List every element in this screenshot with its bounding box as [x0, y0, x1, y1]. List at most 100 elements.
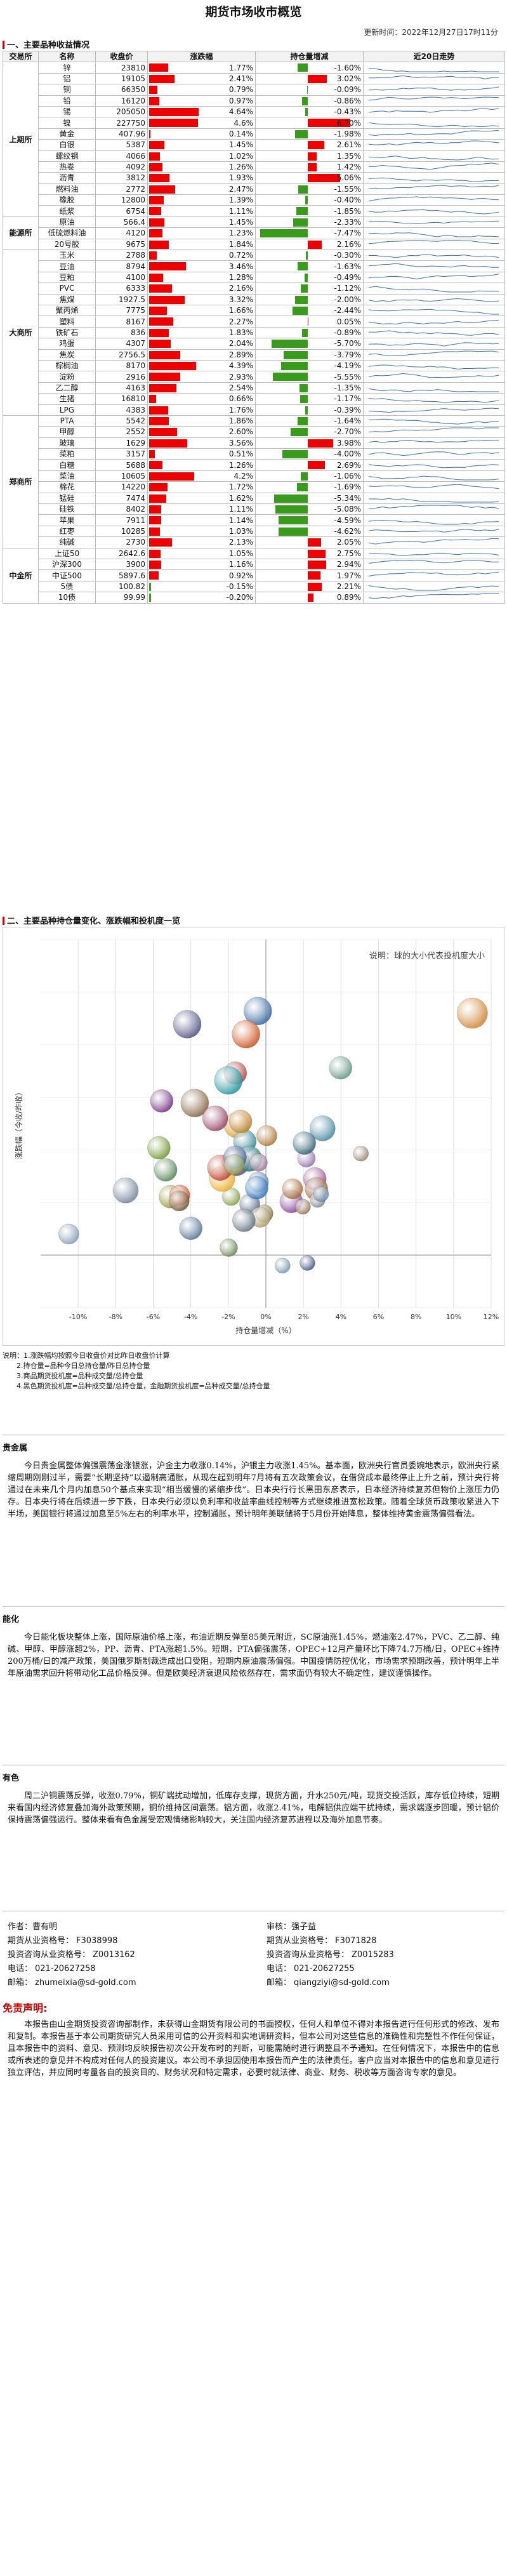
- energy-text: 今日能化板块整体上涨，国际原油价格上涨，布油近期反弹至85美元附近，SC原油涨1…: [8, 1633, 499, 1678]
- license-label: 期货从业资格号：: [267, 1936, 333, 1946]
- bubble-point: [168, 1190, 190, 1212]
- invest-value: Z0013162: [93, 1950, 135, 1960]
- oi-value: -1.06%: [334, 472, 361, 481]
- oi-cell: -4.19%: [255, 359, 364, 372]
- oi-cell: 0.89%: [255, 592, 364, 604]
- change-bar: [149, 306, 167, 315]
- change-cell: 1.77%: [147, 62, 256, 74]
- note-line: 2.持仓量=品种今日总持仓量/昨日总持仓量: [16, 1362, 150, 1370]
- change-cell: 2.27%: [147, 315, 256, 328]
- trend-cell: [363, 62, 505, 74]
- change-value: 2.41%: [228, 74, 253, 83]
- trend-sparkline: [368, 398, 499, 403]
- change-cell: 1.39%: [147, 194, 256, 206]
- name-cell: 甲醇: [38, 426, 96, 438]
- name-cell: 锌: [38, 62, 96, 74]
- trend-line: [369, 75, 499, 79]
- price-cell: 19105: [95, 72, 148, 85]
- trend-sparkline: [368, 529, 499, 533]
- exchange-cell: 能源所: [3, 216, 39, 251]
- divider: [3, 1606, 504, 1607]
- trend-cell: [363, 359, 505, 372]
- oi-bar: [282, 450, 308, 459]
- change-cell: 0.97%: [147, 95, 256, 107]
- oi-value: -0.09%: [334, 85, 361, 95]
- table-row: 热卷 4092 1.26% 1.42%: [3, 161, 505, 173]
- change-cell: 1.66%: [147, 304, 256, 317]
- oi-cell: -2.70%: [255, 426, 364, 438]
- oi-cell: 2.75%: [255, 547, 364, 559]
- price-cell: 5688: [95, 459, 148, 471]
- trend-cell: [363, 448, 505, 460]
- oi-value: -1.64%: [334, 416, 361, 426]
- oi-cell: 2.16%: [255, 238, 364, 251]
- oi-cell: -1.12%: [255, 282, 364, 295]
- exchange-cell: 上期所: [3, 62, 39, 217]
- price-cell: 100.82: [95, 580, 148, 593]
- name-cell: 鸡蛋: [38, 338, 96, 350]
- trend-sparkline: [368, 185, 499, 189]
- oi-bar: [273, 494, 308, 503]
- change-bar: [149, 163, 163, 171]
- oi-bar: [278, 527, 308, 536]
- change-value: 3.32%: [228, 295, 253, 304]
- trend-line: [368, 373, 499, 378]
- oi-bar: [284, 350, 308, 359]
- trend-line: [368, 196, 499, 202]
- price-cell: 12800: [95, 194, 148, 206]
- change-value: 1.02%: [228, 151, 253, 161]
- oi-value: 2.61%: [336, 140, 361, 150]
- trend-line: [368, 86, 499, 91]
- page-title: 期货市场收市概览: [205, 5, 302, 19]
- change-value: 0.92%: [228, 571, 253, 580]
- change-cell: 1.28%: [147, 271, 256, 284]
- oi-value: -1.35%: [334, 383, 361, 392]
- oi-bar: [300, 395, 308, 404]
- change-value: 2.89%: [228, 350, 253, 359]
- trend-line: [368, 552, 499, 556]
- trend-sparkline: [368, 585, 499, 591]
- trend-cell: [363, 326, 505, 339]
- x-tick-label: 8%: [411, 1313, 421, 1321]
- header-exchange: 交易所: [3, 50, 39, 63]
- oi-value: -1.63%: [334, 262, 361, 271]
- trend-sparkline: [369, 75, 499, 79]
- change-bar: [149, 560, 162, 569]
- table-row: 郑商所 PTA 5542 1.86% -1.64%: [3, 415, 505, 548]
- change-value: 0.51%: [228, 449, 253, 459]
- change-cell: 4.2%: [147, 470, 256, 482]
- table-row: 豆粕 4100 1.28% -0.49%: [3, 271, 505, 284]
- change-value: 1.45%: [228, 140, 253, 150]
- change-cell: 3.32%: [147, 293, 256, 305]
- invest-label: 投资咨询从业资格号：: [267, 1950, 350, 1960]
- oi-bar: [281, 361, 308, 370]
- table-row: 沪深300 3900 1.16% 2.94%: [3, 558, 505, 571]
- table-row: 硅铁 8402 1.11% -5.08%: [3, 503, 505, 515]
- oi-bar: [295, 295, 308, 304]
- table-row: 镍 227750 4.6% 6.70%: [3, 117, 505, 129]
- trend-sparkline: [368, 86, 499, 91]
- oi-cell: -1.55%: [255, 183, 364, 196]
- price-cell: 2642.6: [95, 547, 148, 559]
- bubble-point: [353, 1145, 369, 1162]
- name-cell: 生猪: [38, 393, 96, 405]
- trend-line: [368, 330, 499, 336]
- trend-cell: [363, 382, 505, 394]
- price-cell: 10605: [95, 470, 148, 482]
- name-cell: 20号胶: [38, 238, 96, 251]
- oi-bar: [298, 185, 308, 194]
- change-value: 2.04%: [228, 339, 253, 349]
- bubble-point: [243, 997, 272, 1026]
- price-cell: 7474: [95, 492, 148, 505]
- table-row: 黄金 407.96 0.14% -1.98%: [3, 128, 505, 140]
- oi-bar: [292, 306, 308, 315]
- trend-line: [368, 571, 499, 576]
- name-cell: 螺纹钢: [38, 150, 96, 162]
- trend-cell: [363, 304, 505, 317]
- oi-bar: [260, 229, 308, 238]
- table-row: 纸浆 6754 1.11% -1.85%: [3, 205, 505, 217]
- author-mail: 邮箱： zhumeixia@sd-gold.com: [8, 1976, 136, 1990]
- trend-line: [368, 585, 499, 591]
- trend-sparkline: [368, 319, 499, 324]
- price-cell: 66350: [95, 84, 148, 96]
